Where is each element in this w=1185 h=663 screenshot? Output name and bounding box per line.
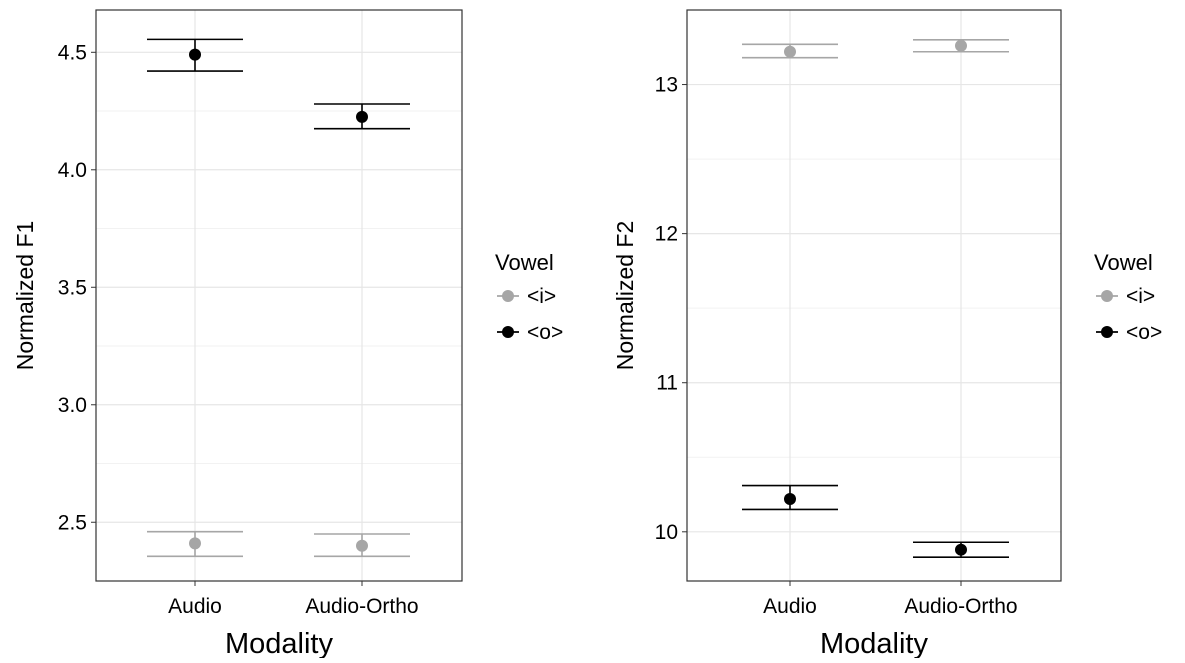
data-point xyxy=(784,493,796,506)
legend-label: <i> xyxy=(527,285,556,308)
chart-panel-2: 10 11 12 13 Audio Audio-Ortho Modality Normaliz… xyxy=(612,9,1162,660)
legend-title: Vowel xyxy=(495,250,554,275)
panel-border xyxy=(95,9,463,582)
y-tick-label: 2.5 xyxy=(58,511,87,534)
x-tick-label: Audio xyxy=(168,595,222,618)
y-tick-label: 12 xyxy=(655,223,678,246)
y-tick-label: 4.5 xyxy=(58,41,87,64)
legend-key-point xyxy=(1101,326,1113,338)
y-axis-title: Normalized F1 xyxy=(12,221,38,371)
legend: Vowel <i> <o> xyxy=(495,250,563,344)
x-axis-title: Modality xyxy=(820,628,928,658)
data-point xyxy=(955,39,967,52)
data-point xyxy=(356,110,368,123)
y-tick-label: 11 xyxy=(656,372,678,395)
y-axis-title: Normalized F2 xyxy=(612,221,638,371)
legend-label: <i> xyxy=(1126,285,1155,308)
y-tick-label: 10 xyxy=(655,521,678,544)
data-point xyxy=(356,539,368,552)
y-tick-label: 13 xyxy=(655,74,678,97)
legend-key-point xyxy=(502,326,514,338)
legend-key-point xyxy=(1101,290,1113,302)
legend-title: Vowel xyxy=(1094,250,1153,275)
x-tick-label: Audio xyxy=(763,595,817,618)
y-tick-label: 3.0 xyxy=(58,394,87,417)
y-tick-label: 3.5 xyxy=(58,276,87,299)
y-tick-label: 4.0 xyxy=(58,159,87,182)
data-point xyxy=(189,537,201,550)
legend-key-point xyxy=(502,290,514,302)
chart-panel-1: 2.5 3.0 3.5 4.0 4.5 Audio Audio-Ortho Modality N… xyxy=(12,9,563,660)
data-point xyxy=(784,45,796,58)
panel-border xyxy=(686,9,1062,582)
legend-label: <o> xyxy=(1126,321,1162,344)
data-point xyxy=(955,543,967,556)
x-axis-title: Modality xyxy=(225,628,333,658)
x-tick-label: Audio-Ortho xyxy=(904,595,1017,618)
data-point xyxy=(189,48,201,61)
legend: Vowel <i> <o> xyxy=(1094,250,1162,344)
x-tick-label: Audio-Ortho xyxy=(305,595,418,618)
legend-label: <o> xyxy=(527,321,563,344)
